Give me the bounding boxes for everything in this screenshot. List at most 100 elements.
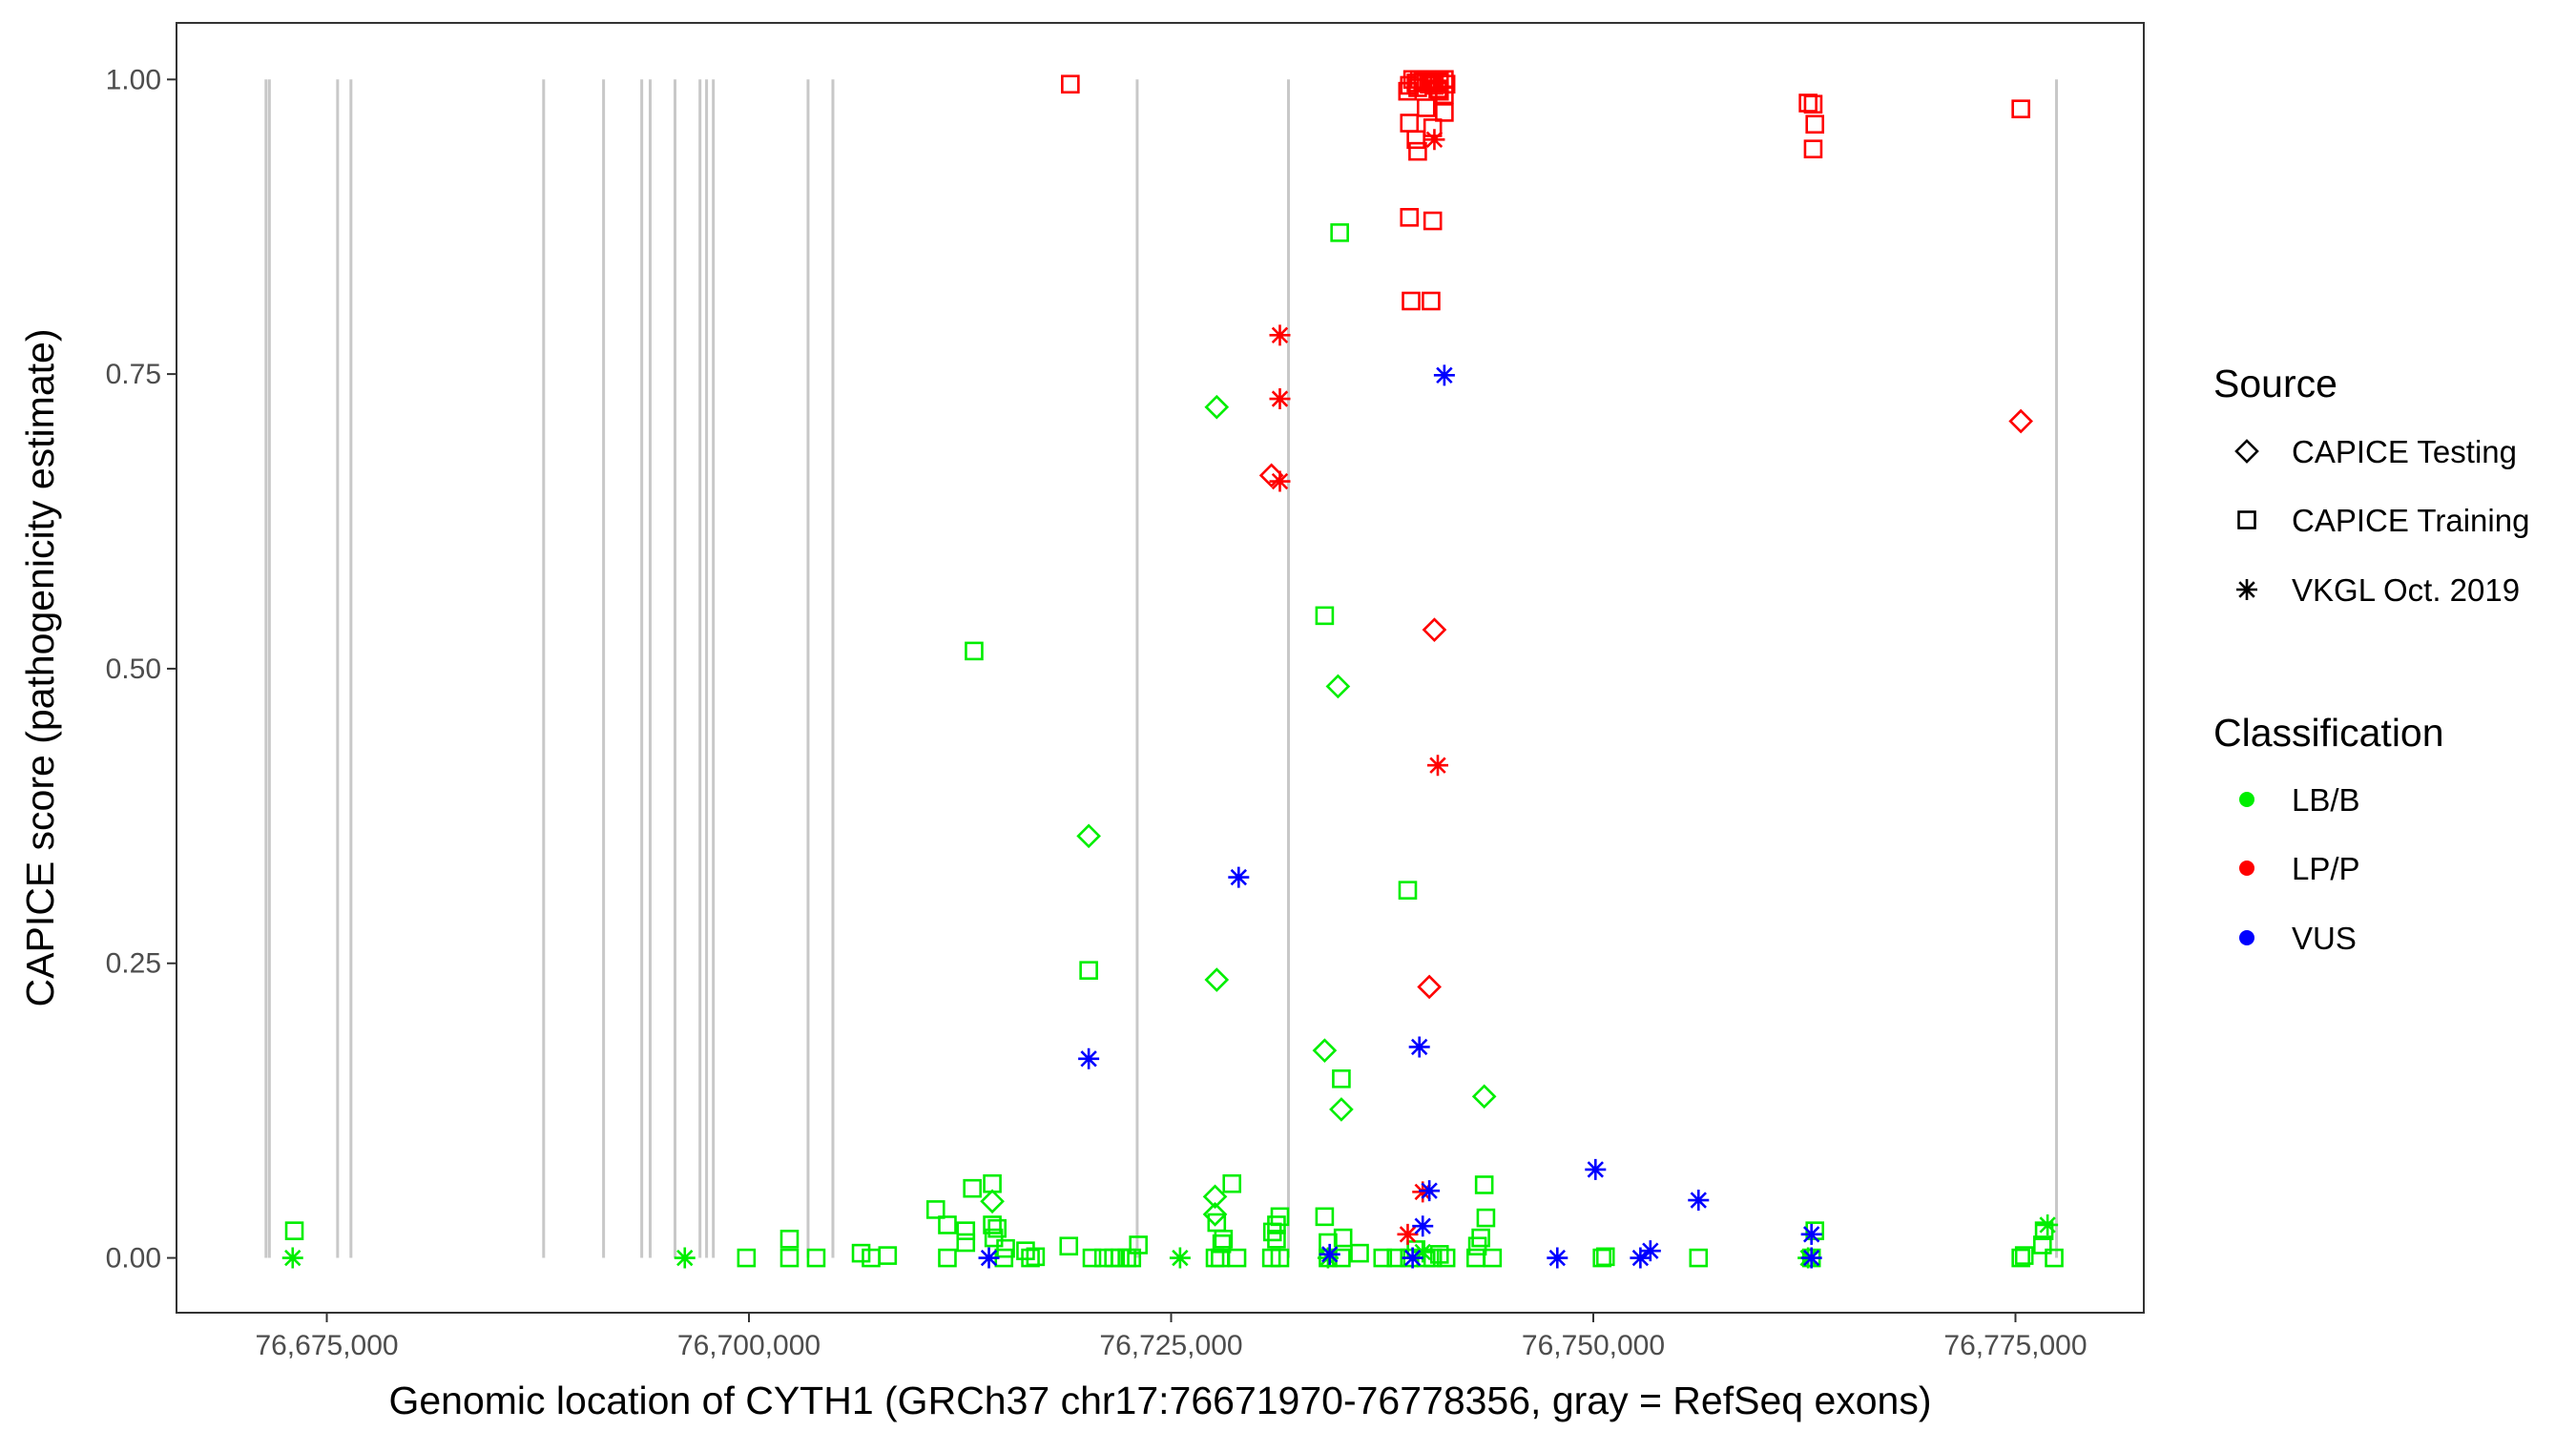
legend-square-icon — [2237, 510, 2256, 529]
series-capice-testing-lp-p — [1258, 408, 2033, 1000]
data-point — [1078, 1047, 1100, 1069]
data-point — [737, 1248, 757, 1268]
data-point — [1169, 1247, 1191, 1269]
data-point — [1319, 1243, 1340, 1265]
legend-color-dot-icon — [2239, 792, 2254, 807]
data-point — [1315, 606, 1335, 626]
legend-asterisk-icon — [2236, 579, 2257, 600]
x-tick-label: 76,750,000 — [1522, 1330, 1665, 1361]
data-point — [1476, 1208, 1496, 1228]
data-point — [1805, 114, 1825, 135]
data-point — [984, 1228, 1004, 1248]
data-point — [1429, 81, 1449, 101]
y-tick-label: 0.50 — [106, 653, 161, 685]
data-point — [1315, 1207, 1335, 1227]
data-point — [1402, 291, 1421, 311]
data-point — [2037, 1213, 2059, 1235]
data-point — [980, 1189, 1005, 1214]
data-point — [987, 1218, 1007, 1238]
data-point — [1202, 1202, 1228, 1227]
data-point — [1061, 74, 1080, 94]
data-point — [1422, 291, 1441, 311]
data-point — [1435, 85, 1454, 105]
data-point — [674, 1247, 696, 1269]
y-tick-label: 0.25 — [106, 948, 161, 980]
data-point — [1803, 94, 1823, 114]
data-point — [1204, 394, 1230, 420]
data-point — [1397, 1223, 1419, 1245]
data-point — [938, 1215, 957, 1234]
data-point — [2014, 1246, 2034, 1265]
data-point — [2011, 1248, 2030, 1268]
data-point — [996, 1238, 1015, 1258]
legend-source-label: VKGL Oct. 2019 — [2292, 572, 2520, 608]
data-point — [779, 1248, 800, 1268]
data-point — [1059, 1236, 1079, 1256]
legend-color-dot-icon — [2239, 930, 2254, 945]
y-axis-ticks: 0.00 0.25 0.50 0.75 1.00 — [106, 64, 177, 1275]
data-point — [1122, 1248, 1142, 1268]
data-point — [1689, 1248, 1709, 1268]
data-point — [1800, 1247, 1822, 1269]
series-capice-training-lp-p — [1061, 70, 2030, 311]
data-point — [1312, 1038, 1338, 1063]
data-point — [1639, 1240, 1661, 1262]
data-point — [1129, 1235, 1148, 1255]
data-point — [1222, 1173, 1242, 1193]
data-point — [2045, 1248, 2064, 1268]
data-point — [1214, 1229, 1234, 1249]
exon-lines — [264, 79, 2058, 1258]
x-tick-label: 76,725,000 — [1099, 1330, 1242, 1361]
data-point — [1269, 470, 1291, 492]
data-point — [1333, 1228, 1353, 1248]
data-point — [1423, 211, 1443, 231]
data-point — [1483, 1248, 1503, 1268]
data-point — [1417, 974, 1442, 1000]
data-point — [806, 1248, 826, 1268]
legend-source-label: CAPICE Testing — [2292, 434, 2517, 469]
data-point — [1800, 1223, 1822, 1245]
data-point — [2008, 408, 2033, 434]
data-point — [963, 1178, 982, 1198]
data-point — [1317, 1247, 1339, 1269]
data-point — [878, 1246, 898, 1265]
series-capice-training-lb-b — [284, 223, 2064, 1268]
data-point — [1408, 141, 1427, 161]
series-vkgl-oct-2019-vus — [978, 364, 1822, 1269]
data-point — [1350, 1243, 1369, 1263]
data-point — [978, 1247, 1000, 1269]
data-point — [1436, 1248, 1456, 1268]
data-point — [1423, 1248, 1443, 1268]
data-point — [1433, 364, 1455, 386]
data-point — [1026, 1247, 1046, 1267]
data-point — [1270, 1248, 1290, 1268]
data-point — [1079, 961, 1098, 980]
legend-source-title: Source — [2213, 362, 2337, 405]
data-point — [1630, 1247, 1652, 1269]
x-tick-label: 76,675,000 — [255, 1330, 398, 1361]
data-point — [1204, 967, 1230, 992]
legend-classification-label: LP/P — [2292, 851, 2360, 886]
y-tick-label: 0.75 — [106, 359, 161, 390]
data-point — [1416, 98, 1436, 117]
data-point — [1400, 208, 1420, 227]
data-point — [1422, 617, 1447, 643]
data-point — [965, 641, 984, 661]
data-point — [1262, 1222, 1282, 1242]
data-point — [1412, 1215, 1434, 1237]
data-point — [1325, 674, 1351, 699]
data-point — [956, 1233, 976, 1253]
data-point — [1329, 1097, 1354, 1122]
legend-diamond-icon — [2234, 439, 2259, 464]
data-point — [1688, 1190, 1710, 1212]
data-point — [1423, 129, 1445, 151]
data-point — [1423, 118, 1443, 137]
legend-color-dot-icon — [2239, 861, 2254, 876]
legend-classification-label: LB/B — [2292, 782, 2360, 818]
data-point — [1471, 1084, 1497, 1110]
data-point — [956, 1221, 976, 1240]
data-point — [779, 1229, 800, 1249]
data-point — [925, 1200, 945, 1219]
x-axis-ticks: 76,675,000 76,700,000 76,725,000 76,750,000… — [255, 1313, 2088, 1361]
